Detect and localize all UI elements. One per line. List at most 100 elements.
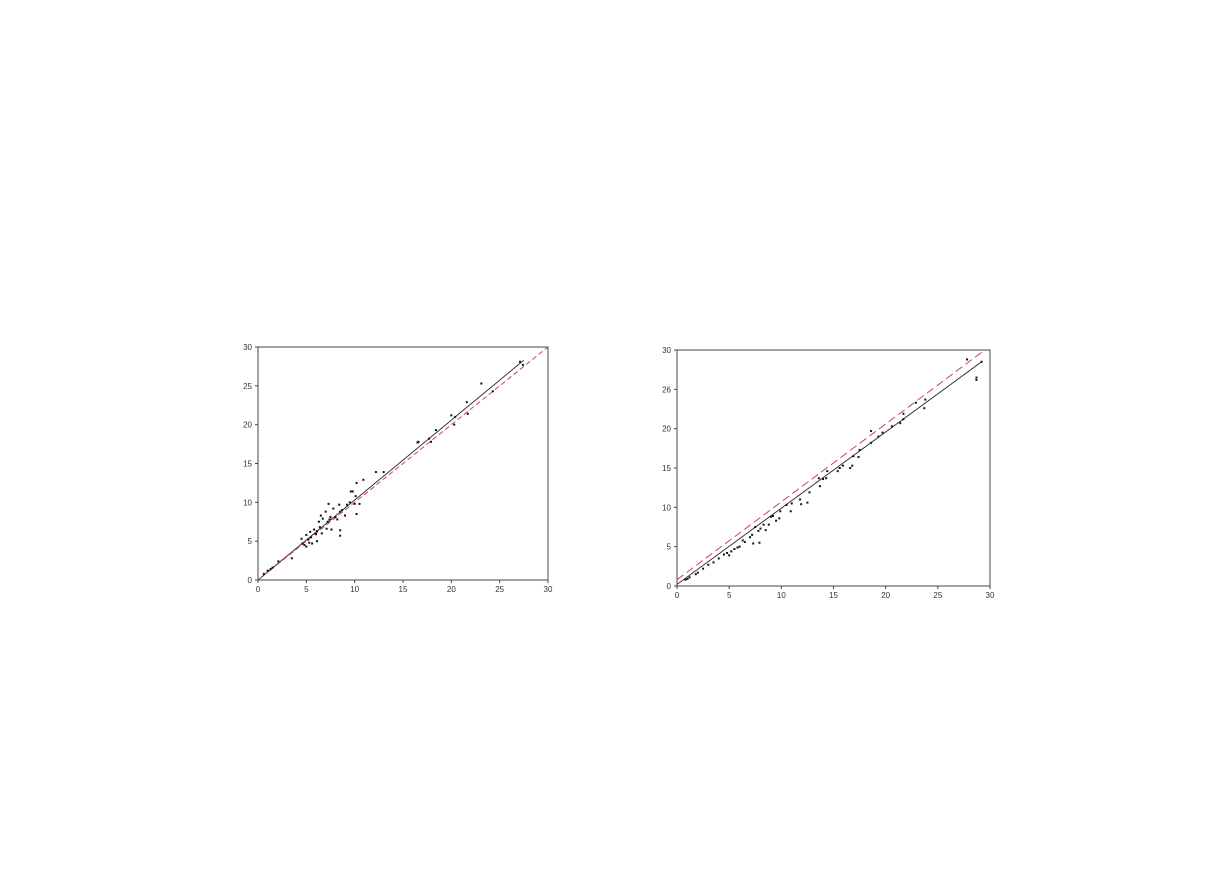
data-point (858, 448, 861, 451)
data-point (694, 573, 697, 576)
data-point (334, 516, 337, 519)
y-tick-label: 26 (662, 385, 671, 394)
data-point (305, 533, 308, 536)
data-point (733, 548, 736, 551)
data-point (315, 533, 317, 536)
data-point (870, 430, 873, 433)
data-point (902, 418, 905, 421)
fit-line (257, 359, 525, 581)
data-point (890, 425, 893, 428)
data-point (320, 532, 323, 535)
y-tick-label: 15 (243, 460, 252, 469)
data-point (480, 382, 483, 385)
y-tick-label: 20 (662, 425, 671, 434)
data-point (374, 471, 377, 474)
data-point (762, 523, 765, 526)
data-point (852, 455, 855, 458)
data-point (975, 378, 978, 381)
data-point (799, 498, 802, 501)
data-point (309, 530, 312, 533)
data-point (353, 502, 356, 505)
y-tick-label: 5 (248, 537, 253, 546)
data-point (825, 477, 828, 480)
data-point (881, 431, 884, 434)
data-point (311, 542, 314, 545)
data-point (348, 501, 351, 504)
data-point (779, 510, 782, 513)
data-point (914, 401, 917, 404)
data-point (752, 542, 755, 545)
y-tick-label: 30 (662, 346, 671, 355)
data-point (726, 551, 729, 554)
data-point (741, 539, 744, 542)
data-point (738, 545, 741, 548)
data-point (688, 576, 691, 579)
data-point (303, 544, 306, 547)
data-point (355, 481, 358, 484)
data-point (358, 502, 361, 505)
data-point (743, 540, 746, 543)
data-point (453, 423, 456, 426)
data-point (684, 578, 687, 581)
data-point (329, 516, 332, 519)
scatter-plot-2: 0 5 10 15 20 25 30 0 5 10 15 20 26 30 (662, 346, 995, 600)
data-point (702, 567, 705, 570)
data-point (327, 502, 330, 505)
data-point (754, 526, 757, 528)
data-point (310, 536, 313, 539)
data-point (305, 545, 308, 548)
y-tick-label: 5 (667, 543, 672, 552)
data-point (318, 526, 321, 529)
data-point (355, 512, 358, 515)
data-point (778, 517, 781, 520)
x-tick-label: 30 (544, 585, 553, 594)
data-point (749, 536, 752, 539)
data-point (785, 503, 788, 506)
data-point (975, 376, 978, 379)
y-tick-label: 0 (248, 576, 253, 585)
data-point (382, 471, 385, 474)
data-point (728, 554, 731, 557)
x-tick-label: 25 (495, 585, 504, 594)
data-point (339, 510, 342, 513)
data-point (277, 560, 280, 563)
data-point (328, 518, 331, 521)
data-point (836, 470, 839, 473)
data-point (319, 514, 322, 517)
scatter-plot-1: 0 5 10 15 20 25 30 0 5 10 15 20 25 30 (243, 343, 553, 594)
data-point (450, 414, 453, 417)
data-point (758, 541, 761, 544)
reference-line (676, 349, 986, 581)
fit-line (676, 361, 982, 585)
data-point (789, 510, 792, 513)
data-point (717, 557, 720, 560)
data-point (341, 509, 344, 512)
data-point (324, 510, 327, 513)
data-point (899, 422, 902, 425)
x-tick-label: 20 (881, 591, 890, 600)
y-tick-label: 30 (243, 343, 252, 352)
data-point (838, 467, 841, 469)
data-point (428, 437, 431, 440)
data-point (769, 515, 772, 518)
data-point (757, 529, 760, 532)
data-point (722, 553, 725, 556)
data-point (307, 538, 310, 541)
x-tick-label: 10 (350, 585, 359, 594)
data-point (966, 358, 969, 361)
x-tick-label: 20 (447, 585, 456, 594)
x-tick-label: 5 (304, 585, 309, 594)
data-point (345, 503, 348, 506)
data-point (262, 572, 265, 575)
data-point (339, 534, 342, 537)
data-point (336, 518, 339, 521)
y-tick-label: 10 (662, 503, 671, 512)
data-point (759, 527, 762, 530)
data-point (344, 514, 346, 517)
y-tick-label: 10 (243, 498, 252, 507)
data-point (326, 520, 329, 523)
data-point (266, 569, 269, 572)
y-tick-label: 0 (667, 582, 672, 591)
data-point (417, 440, 420, 443)
